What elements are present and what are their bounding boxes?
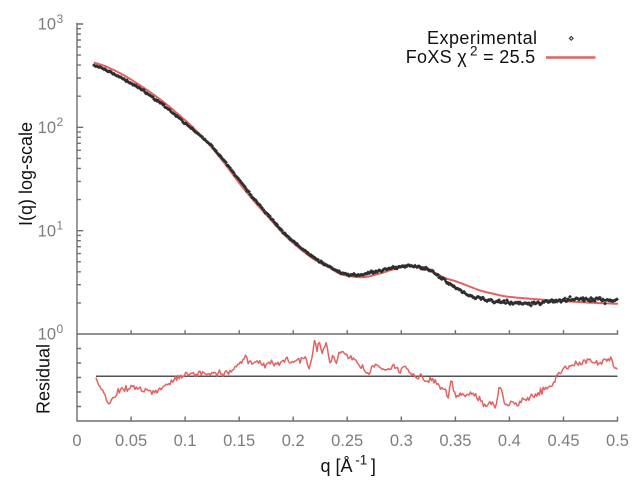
svg-text:10: 10 [38,326,56,344]
svg-text:0.25: 0.25 [331,432,363,450]
svg-text:0.15: 0.15 [223,432,255,450]
svg-text:3: 3 [57,12,64,26]
svg-text:0.2: 0.2 [282,432,305,450]
svg-text:10: 10 [38,16,56,34]
svg-text:Residual: Residual [33,344,53,414]
svg-text:I(q) log-scale: I(q) log-scale [16,122,36,226]
svg-text:0.05: 0.05 [115,432,147,450]
svg-text:Experimental: Experimental [427,28,537,48]
svg-text:0.5: 0.5 [606,432,629,450]
svg-text:0.35: 0.35 [439,432,471,450]
svg-text:0.1: 0.1 [174,432,197,450]
svg-text:0: 0 [72,432,81,450]
svg-text:0: 0 [57,322,64,336]
svg-text:10: 10 [38,222,56,240]
svg-text:FoXS χ 2 = 25.5: FoXS χ 2 = 25.5 [406,44,536,68]
svg-text:0.45: 0.45 [547,432,579,450]
svg-text:0.3: 0.3 [390,432,413,450]
svg-text:1: 1 [57,219,64,233]
svg-text:2: 2 [57,115,64,129]
svg-text:q [Å -1 ]: q [Å -1 ] [321,453,376,477]
svg-text:10: 10 [38,119,56,137]
svg-text:0.4: 0.4 [498,432,521,450]
